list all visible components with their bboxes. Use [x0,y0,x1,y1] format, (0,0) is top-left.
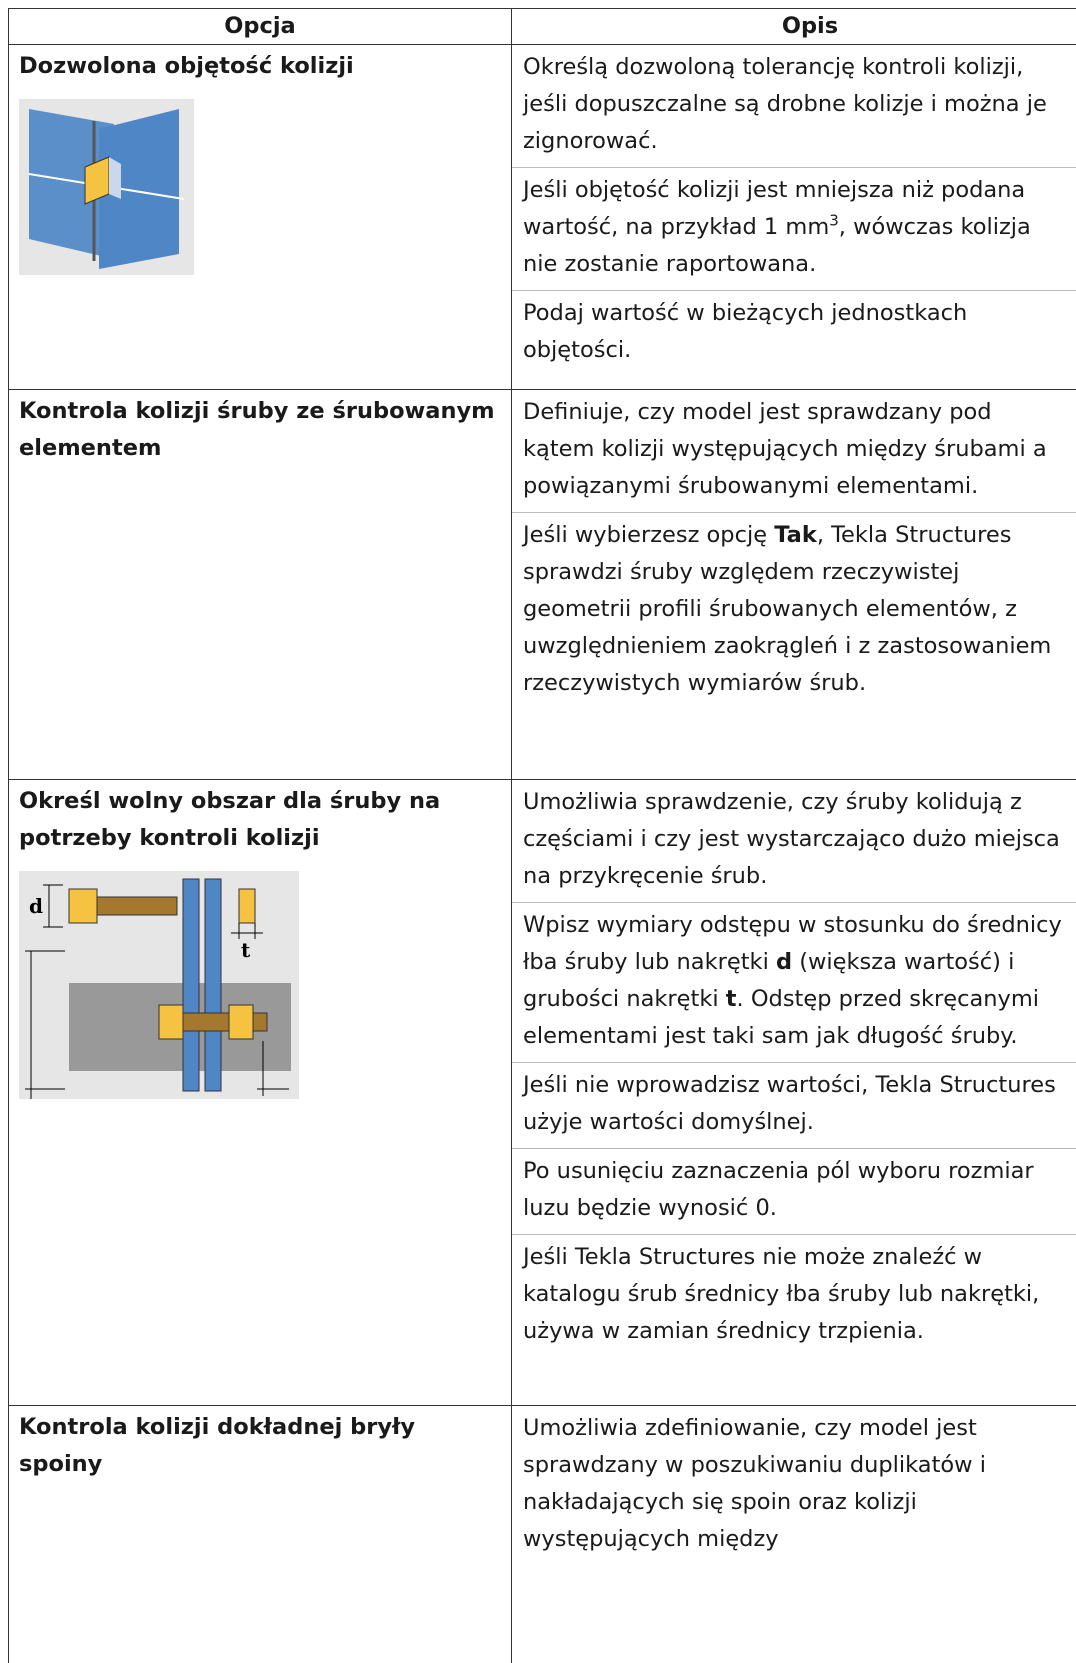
paragraph: Jeśli Tekla Structures nie może znaleźć … [512,1234,1076,1357]
text-run: Umożliwia sprawdzenie, czy śruby koliduj… [523,789,1060,889]
paragraph: Podaj wartość w bieżących jednostkach ob… [512,290,1076,376]
superscript-text: 3 [829,211,839,230]
text-run: Umożliwia zdefiniowanie, czy model jest … [523,1415,986,1552]
paragraph: Określą dozwoloną tolerancję kontroli ko… [512,45,1076,167]
text-run: Jeśli objętość kolizji jest mniejsza niż… [523,177,1026,240]
text-run: Jeśli nie wprowadzisz wartości, Tekla St… [523,1072,1056,1135]
bold-text: t [725,986,737,1012]
header-row: Opcja Opis [8,8,1076,45]
options-table: Opcja Opis Dozwolona objętość kolizji Ok… [8,8,1076,1663]
option-cell: Kontrola kolizji dokładnej bryły spoiny [8,1405,512,1663]
text-run: Wpisz wymiary odstępu w stosunku do śred… [523,912,1062,975]
paragraph: Wpisz wymiary odstępu w stosunku do śred… [512,902,1076,1062]
text-run: Określą dozwoloną tolerancję kontroli ko… [523,54,1047,154]
text-run: Po usunięciu zaznaczenia pól wyboru rozm… [523,1158,1034,1221]
option-name: Dozwolona objętość kolizji [19,53,354,79]
option-cell: Określ wolny obszar dla śruby na potrzeb… [8,779,512,1406]
paragraph: Jeśli wybierzesz opcję Tak, Tekla Struct… [512,512,1076,709]
option-name: Kontrola kolizji śruby ze śrubowanym ele… [19,398,495,461]
option-cell: Dozwolona objętość kolizji [8,44,512,390]
text-run: Jeśli Tekla Structures nie może znaleźć … [523,1244,1040,1344]
header-cell: Opcja [8,8,512,45]
text-run: . Odstęp przed skręcanymi elementami jes… [523,986,1040,1049]
description-cell: Umożliwia sprawdzenie, czy śruby koliduj… [511,779,1076,1406]
description-cell: Definiuje, czy model jest sprawdzany pod… [511,389,1076,780]
row: Kontrola kolizji śruby ze śrubowanym ele… [8,389,1076,780]
dimension-label: t [241,938,251,962]
text-run: (większa wartość) i grubości nakrętki [523,949,1015,1012]
header-cell: Opis [511,8,1076,45]
paragraph: Jeśli objętość kolizji jest mniejsza niż… [512,167,1076,290]
option-cell: Kontrola kolizji śruby ze śrubowanym ele… [8,389,512,780]
paragraph: Definiuje, czy model jest sprawdzany pod… [512,390,1076,512]
option-name: Kontrola kolizji dokładnej bryły spoiny [19,1414,416,1477]
row: Dozwolona objętość kolizji Określą dozwo… [8,44,1076,390]
text-run: Definiuje, czy model jest sprawdzany pod… [523,399,1047,499]
illustration: d t [19,871,299,1099]
text-run: , wówczas kolizja nie zostanie raportowa… [523,214,1031,277]
description-cell: Określą dozwoloną tolerancję kontroli ko… [511,44,1076,390]
paragraph: Po usunięciu zaznaczenia pól wyboru rozm… [512,1148,1076,1234]
illustration [19,99,194,275]
text-run: , Tekla Structures sprawdzi śruby względ… [523,522,1052,696]
row: Określ wolny obszar dla śruby na potrzeb… [8,779,1076,1406]
paragraph: Umożliwia sprawdzenie, czy śruby koliduj… [512,780,1076,902]
paragraph: Umożliwia zdefiniowanie, czy model jest … [512,1406,1076,1565]
dimension-label: d [29,894,43,918]
text-run: Jeśli wybierzesz opcję [523,522,775,548]
paragraph: Jeśli nie wprowadzisz wartości, Tekla St… [512,1062,1076,1148]
text-run: Podaj wartość w bieżących jednostkach ob… [523,300,968,363]
option-name: Określ wolny obszar dla śruby na potrzeb… [19,788,441,851]
bold-text: Tak [774,522,817,548]
description-cell: Umożliwia zdefiniowanie, czy model jest … [511,1405,1076,1663]
row: Kontrola kolizji dokładnej bryły spoiny … [8,1405,1076,1663]
bold-text: d [775,949,793,975]
